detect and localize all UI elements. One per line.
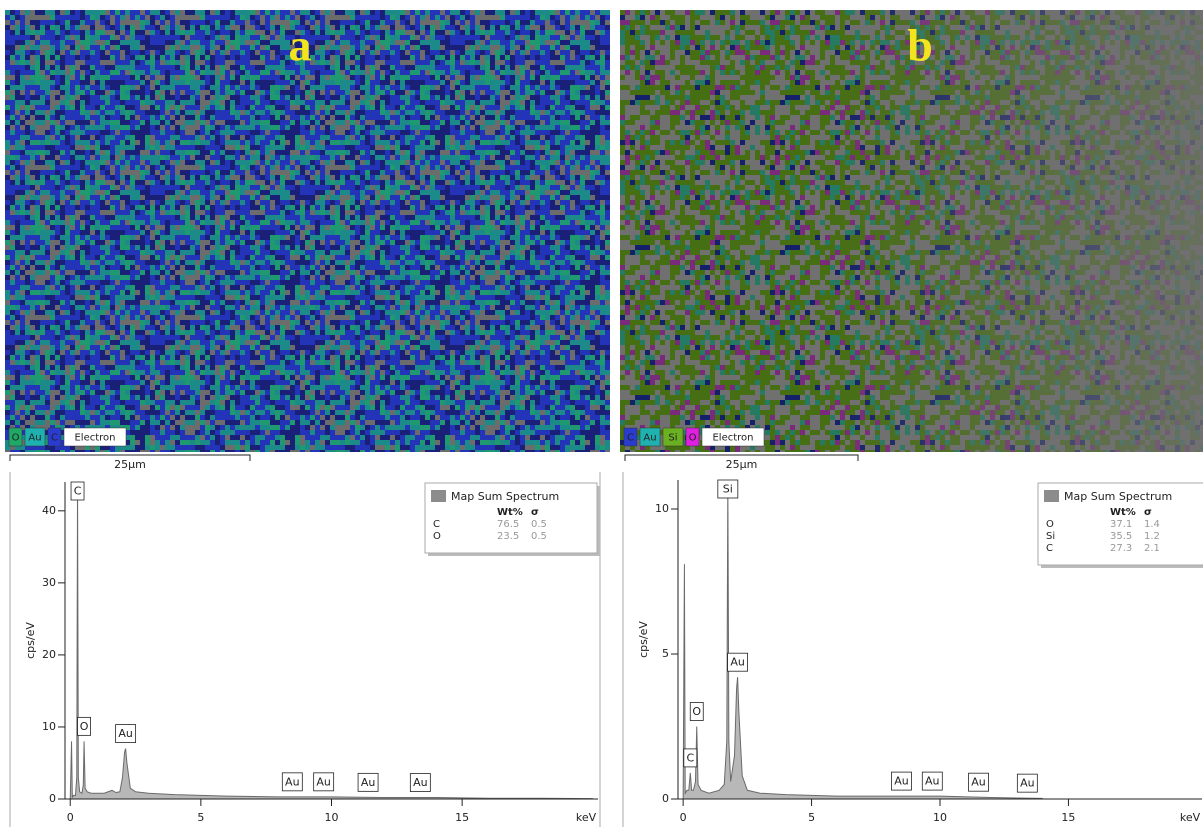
x-tick-label: 0	[67, 811, 74, 824]
table-header: Wt%	[497, 507, 523, 518]
map-legend-text: Au	[28, 433, 41, 444]
table-header: σ	[1144, 507, 1152, 518]
table-header: σ	[531, 507, 539, 518]
x-tick-label: 5	[197, 811, 204, 824]
map-legend-text: Electron	[712, 433, 753, 444]
y-tick-label: 30	[42, 576, 56, 589]
peak-label: Au	[730, 656, 745, 669]
map-legend-text: O	[12, 433, 20, 444]
peak-label: Au	[285, 775, 300, 788]
peak-label: O	[692, 705, 701, 718]
peak-label: Au	[118, 727, 133, 740]
y-axis-label: cps/eV	[637, 621, 650, 658]
y-tick-label: 40	[42, 504, 56, 517]
y-tick-label: 0	[49, 792, 56, 805]
peak-label: C	[74, 485, 82, 498]
map-legend-text: C	[627, 433, 634, 444]
x-tick-label: 10	[933, 811, 947, 824]
table-header: Wt%	[1110, 507, 1136, 518]
table-element: Si	[1046, 531, 1055, 542]
table-value: 0.5	[531, 519, 547, 530]
peak-label: O	[80, 720, 89, 733]
map-fade	[620, 10, 1203, 452]
figure: aOAuCElectron25µmbCAuSiOElectron25µm0102…	[0, 0, 1203, 827]
peak-label: Au	[316, 775, 331, 788]
legend-title: Map Sum Spectrum	[1064, 490, 1172, 503]
y-tick-label: 20	[42, 648, 56, 661]
table-value: 1.4	[1144, 519, 1160, 530]
legend-swatch	[1044, 490, 1059, 502]
scale-bar-label: 25µm	[114, 458, 146, 471]
scale-bar-label: 25µm	[726, 458, 758, 471]
panel-label: a	[289, 20, 312, 71]
x-tick-label: 5	[808, 811, 815, 824]
table-element: C	[433, 519, 440, 530]
element-map	[5, 10, 610, 452]
legend-swatch	[431, 490, 446, 502]
peak-label: Au	[971, 776, 986, 789]
x-tick-label: 10	[325, 811, 339, 824]
y-tick-label: 5	[662, 647, 669, 660]
peak-label: C	[686, 751, 694, 764]
table-element: C	[1046, 543, 1053, 554]
y-axis-label: cps/eV	[24, 622, 37, 659]
table-element: O	[433, 531, 441, 542]
x-tick-label: 15	[1061, 811, 1075, 824]
peak-label: Au	[925, 775, 940, 788]
table-value: 37.1	[1110, 519, 1132, 530]
peak-label: Au	[894, 775, 909, 788]
peak-label: Au	[1020, 777, 1035, 790]
map-legend-text: Si	[668, 433, 677, 444]
map-legend-text: Au	[643, 433, 656, 444]
table-value: 0.5	[531, 531, 547, 542]
x-tick-label: 0	[680, 811, 687, 824]
table-value: 35.5	[1110, 531, 1132, 542]
x-tick-label: 15	[455, 811, 469, 824]
panel-label: b	[907, 20, 933, 71]
y-tick-label: 10	[42, 720, 56, 733]
x-unit: keV	[576, 811, 597, 824]
table-value: 23.5	[497, 531, 519, 542]
table-value: 2.1	[1144, 543, 1160, 554]
legend-title: Map Sum Spectrum	[451, 490, 559, 503]
table-value: 27.3	[1110, 543, 1132, 554]
y-tick-label: 0	[662, 792, 669, 805]
table-element: O	[1046, 519, 1054, 530]
map-legend-text: C	[51, 433, 58, 444]
table-value: 1.2	[1144, 531, 1160, 542]
peak-label: Au	[361, 776, 376, 789]
spectrum	[683, 483, 1043, 799]
x-unit: keV	[1180, 811, 1201, 824]
map-legend-text: O	[689, 433, 697, 444]
map-legend-text: Electron	[74, 433, 115, 444]
table-value: 76.5	[497, 519, 519, 530]
peak-label: Si	[723, 483, 733, 496]
peak-label: Au	[413, 776, 428, 789]
y-tick-label: 10	[655, 502, 669, 515]
